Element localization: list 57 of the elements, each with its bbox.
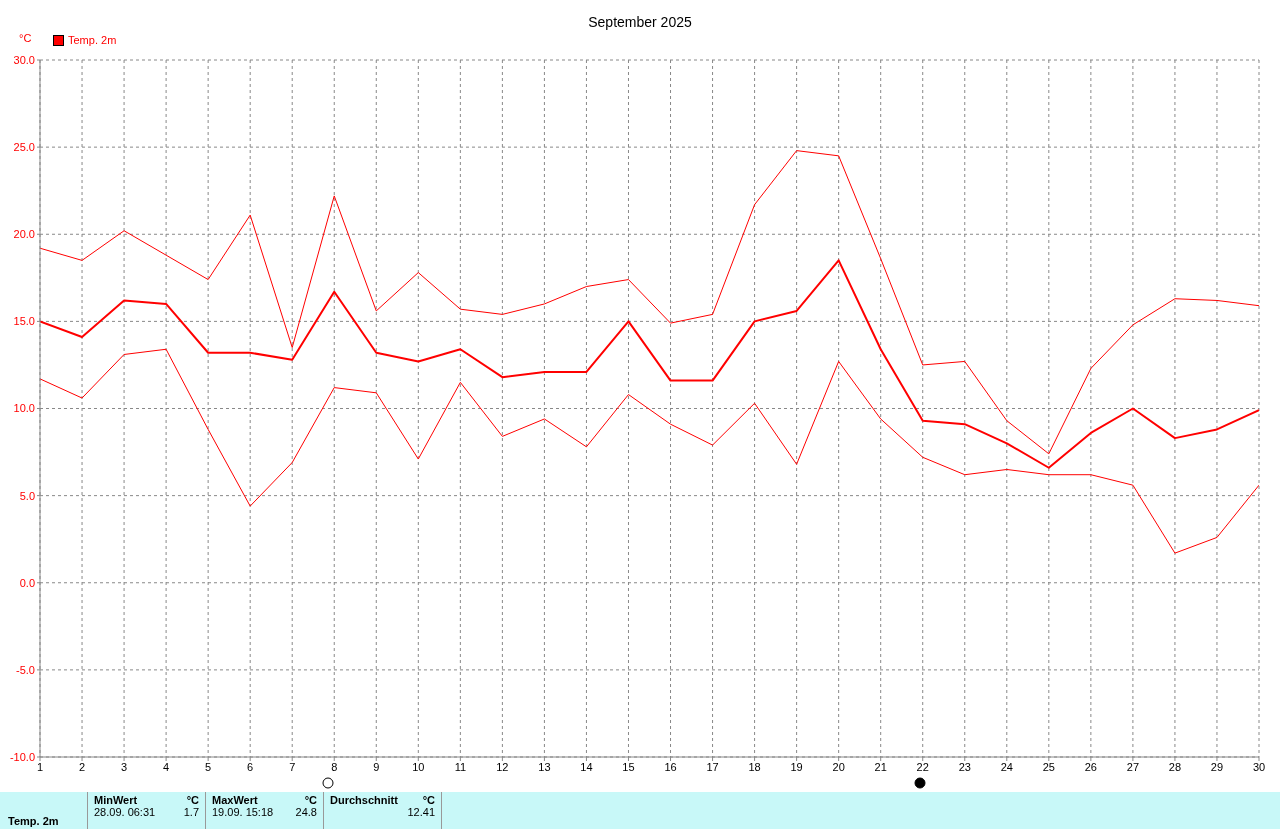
x-tick-label: 10	[412, 760, 425, 773]
line-series	[40, 348, 1259, 554]
x-tick-label: 9	[373, 760, 380, 773]
y-tick-label: 20.0	[13, 228, 35, 241]
x-tick-label: 28	[1168, 760, 1182, 773]
x-tick-label: 5	[205, 760, 212, 773]
text: 1.7	[183, 806, 199, 818]
text: MaxWert	[212, 794, 258, 806]
x-tick-label: 16	[664, 760, 677, 773]
text: 28.09. 06:31	[94, 806, 156, 818]
y-tick-label: 25.0	[13, 141, 35, 154]
text: °C	[304, 794, 317, 806]
x-tick-label: 19	[790, 760, 803, 773]
x-tick-label: 27	[1126, 760, 1140, 773]
x-tick-label: 21	[874, 760, 887, 773]
x-tick-label: 25	[1042, 760, 1055, 773]
x-tick-label: 18	[748, 760, 761, 773]
x-tick-label: 15	[622, 760, 635, 773]
text: MinWert	[94, 794, 138, 806]
x-tick-label: 26	[1084, 760, 1097, 773]
x-tick-label: 6	[247, 760, 254, 773]
y-tick-label: -5.0	[16, 663, 35, 676]
y-tick-label: 5.0	[19, 489, 35, 502]
text: 19.09. 15:18	[212, 806, 274, 818]
x-tick-label: 3	[121, 760, 128, 773]
y-tick-label: 10.0	[13, 402, 35, 415]
chart-title: September 2025	[587, 14, 693, 30]
x-tick-label: 13	[538, 760, 551, 773]
line-series	[40, 150, 1259, 455]
text: 12.41	[407, 806, 435, 818]
x-tick-label: 14	[580, 760, 593, 773]
text: Temp. 2m	[8, 815, 59, 827]
x-tick-label: 4	[163, 760, 170, 773]
y-tick-label: 30.0	[13, 53, 35, 66]
text: °C	[186, 794, 199, 806]
y-axis-title: °C	[19, 32, 32, 44]
x-tick-label: 1	[36, 760, 44, 773]
x-tick-label: 23	[958, 760, 971, 773]
x-tick-label: 22	[916, 760, 929, 773]
legend-label: Temp. 2m	[67, 34, 117, 46]
text: 24.8	[295, 806, 317, 818]
x-tick-label: 30	[1252, 760, 1266, 773]
x-tick-label: 2	[78, 760, 86, 773]
x-tick-label: 24	[1000, 760, 1013, 773]
x-tick-label: 11	[454, 760, 467, 773]
x-tick-label: 29	[1210, 760, 1224, 773]
x-tick-label: 12	[496, 760, 509, 773]
y-tick-label: -10.0	[9, 750, 35, 763]
y-tick-label: 15.0	[13, 315, 35, 328]
text: Durchschnitt	[330, 794, 398, 806]
x-tick-label: 8	[331, 760, 338, 773]
x-tick-label: 20	[832, 760, 845, 773]
x-tick-label: 7	[289, 760, 296, 773]
line-series	[40, 259, 1259, 469]
y-tick-label: 0.0	[19, 576, 35, 589]
text: °C	[422, 794, 435, 806]
x-tick-label: 17	[706, 760, 719, 773]
